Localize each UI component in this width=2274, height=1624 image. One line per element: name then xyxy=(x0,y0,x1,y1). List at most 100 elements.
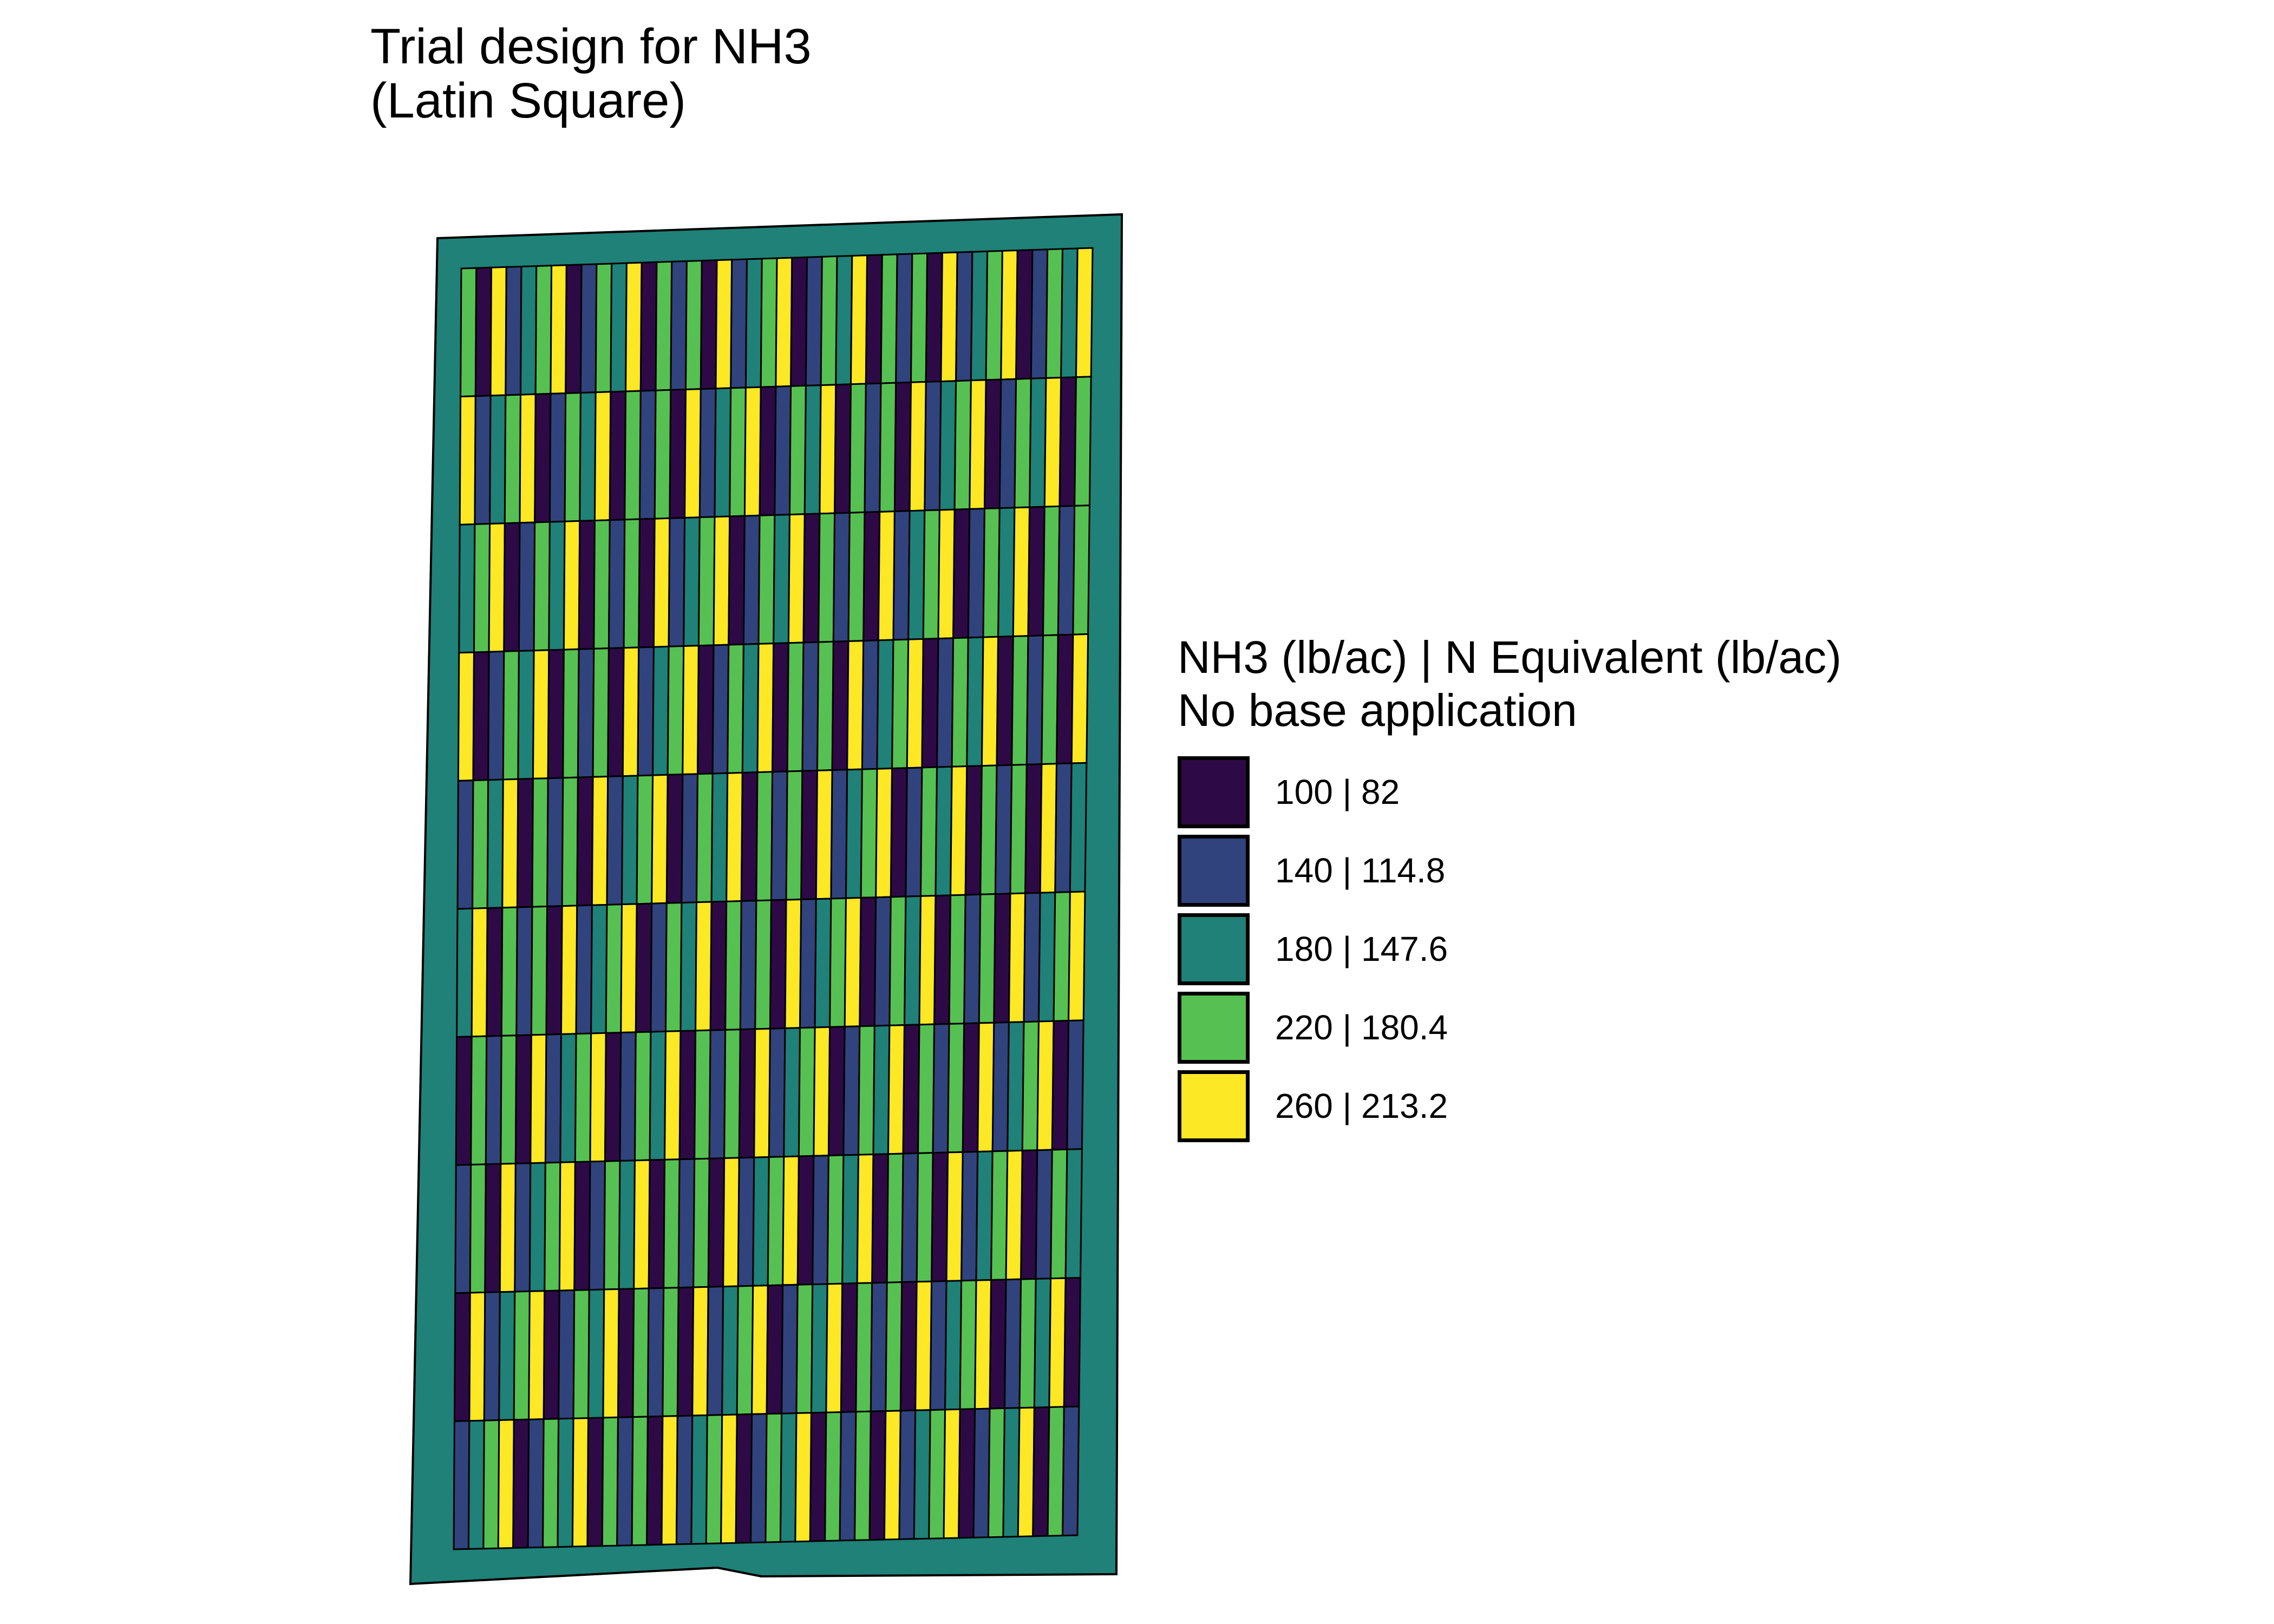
trial-plot xyxy=(548,520,566,651)
trial-plot xyxy=(578,520,596,650)
trial-plot xyxy=(498,1291,516,1422)
legend-label-140: 140 | 114.8 xyxy=(1275,851,1446,890)
trial-plot xyxy=(820,255,838,387)
trial-plot xyxy=(959,1279,977,1410)
trial-plot xyxy=(456,907,474,1038)
trial-plot xyxy=(459,395,476,526)
trial-plot xyxy=(484,1163,502,1293)
trial-plot xyxy=(518,521,536,652)
trial-plot xyxy=(800,769,819,901)
trial-plot xyxy=(592,647,610,778)
trial-plot xyxy=(937,508,956,640)
trial-plot xyxy=(577,647,595,778)
trial-plot xyxy=(713,515,731,646)
trial-plot xyxy=(736,1285,754,1416)
trial-plot xyxy=(914,1280,933,1411)
trial-plot xyxy=(455,1036,473,1166)
trial-plot xyxy=(1024,763,1043,894)
trial-plot xyxy=(1066,1019,1084,1150)
trial-plot xyxy=(754,899,773,1030)
legend-label-260: 260 | 213.2 xyxy=(1275,1086,1448,1125)
trial-plot xyxy=(892,510,911,641)
trial-plot xyxy=(1041,634,1059,765)
trial-plot xyxy=(955,251,973,382)
trial-plot xyxy=(1057,505,1076,636)
trial-plot xyxy=(802,513,821,644)
trial-plot xyxy=(978,893,996,1024)
trial-plot xyxy=(512,1418,530,1549)
trial-plot xyxy=(572,1289,590,1419)
trial-plot xyxy=(825,1282,844,1413)
trial-plot xyxy=(913,1409,931,1540)
trial-plot xyxy=(815,769,833,900)
trial-plot xyxy=(649,1030,667,1161)
trial-plot xyxy=(798,1026,816,1157)
trial-plot xyxy=(695,772,714,903)
trial-plot xyxy=(663,1158,681,1289)
trial-plot xyxy=(458,523,476,654)
trial-plot xyxy=(1058,376,1077,507)
trial-plot xyxy=(901,1152,919,1284)
legend-key-100 xyxy=(1178,756,1250,828)
trial-plot xyxy=(652,517,671,648)
trial-plot xyxy=(457,651,475,782)
trial-plot xyxy=(655,260,673,391)
trial-plot xyxy=(1000,249,1018,381)
trial-plot xyxy=(738,1028,756,1159)
trial-plot xyxy=(646,1415,664,1546)
trial-plot xyxy=(940,251,958,383)
trial-plot xyxy=(864,382,882,513)
trial-plot xyxy=(677,1158,696,1289)
trial-plot xyxy=(982,507,1001,638)
trial-plot xyxy=(586,1417,604,1547)
trial-plot xyxy=(781,1284,799,1415)
trial-plot xyxy=(805,256,823,387)
trial-plot xyxy=(1033,1278,1052,1409)
trial-plot xyxy=(497,1419,515,1549)
trial-plot xyxy=(636,774,654,905)
legend-title-line-2: No base application xyxy=(1178,685,1577,736)
trial-plot xyxy=(938,380,957,511)
trial-plot xyxy=(879,382,897,513)
trial-plot xyxy=(516,777,534,908)
legend-key-140 xyxy=(1178,835,1250,907)
trial-plot xyxy=(958,1408,976,1539)
trial-plot xyxy=(998,378,1017,509)
trial-plot xyxy=(844,896,862,1028)
trial-plot xyxy=(885,1281,903,1412)
trial-plot xyxy=(979,764,998,895)
trial-plot xyxy=(650,902,668,1033)
trial-plot xyxy=(607,647,625,778)
trial-plot xyxy=(502,650,520,781)
trial-plot xyxy=(812,1155,829,1286)
trial-plot xyxy=(987,1407,1006,1538)
trial-plot xyxy=(856,1153,874,1285)
trial-plot xyxy=(547,649,565,780)
trial-plot xyxy=(691,1286,709,1417)
trial-plot xyxy=(1032,1406,1050,1537)
trial-plot xyxy=(735,1413,753,1544)
trial-plot xyxy=(664,902,683,1032)
trial-plot xyxy=(561,776,579,907)
trial-plot xyxy=(652,645,670,776)
trial-plot xyxy=(1069,762,1088,893)
trial-plot xyxy=(888,895,907,1026)
trial-plot xyxy=(1064,1148,1083,1279)
trial-plot xyxy=(694,1029,711,1160)
trial-plot xyxy=(589,1032,607,1163)
trial-plot xyxy=(661,1415,678,1546)
trial-plot xyxy=(902,1024,920,1155)
trial-plot xyxy=(910,252,929,383)
trial-plot xyxy=(847,511,866,643)
trial-plot xyxy=(670,260,688,391)
trial-plot xyxy=(826,1154,845,1285)
trial-plot xyxy=(916,1152,934,1283)
trial-plot xyxy=(985,250,1003,381)
trial-plot xyxy=(813,1026,831,1157)
legend-key-180 xyxy=(1178,913,1250,985)
trial-plot xyxy=(739,900,757,1031)
trial-plot xyxy=(709,900,728,1031)
trial-plot xyxy=(639,261,658,392)
trial-plot xyxy=(460,267,478,398)
trial-plot xyxy=(871,1153,890,1284)
